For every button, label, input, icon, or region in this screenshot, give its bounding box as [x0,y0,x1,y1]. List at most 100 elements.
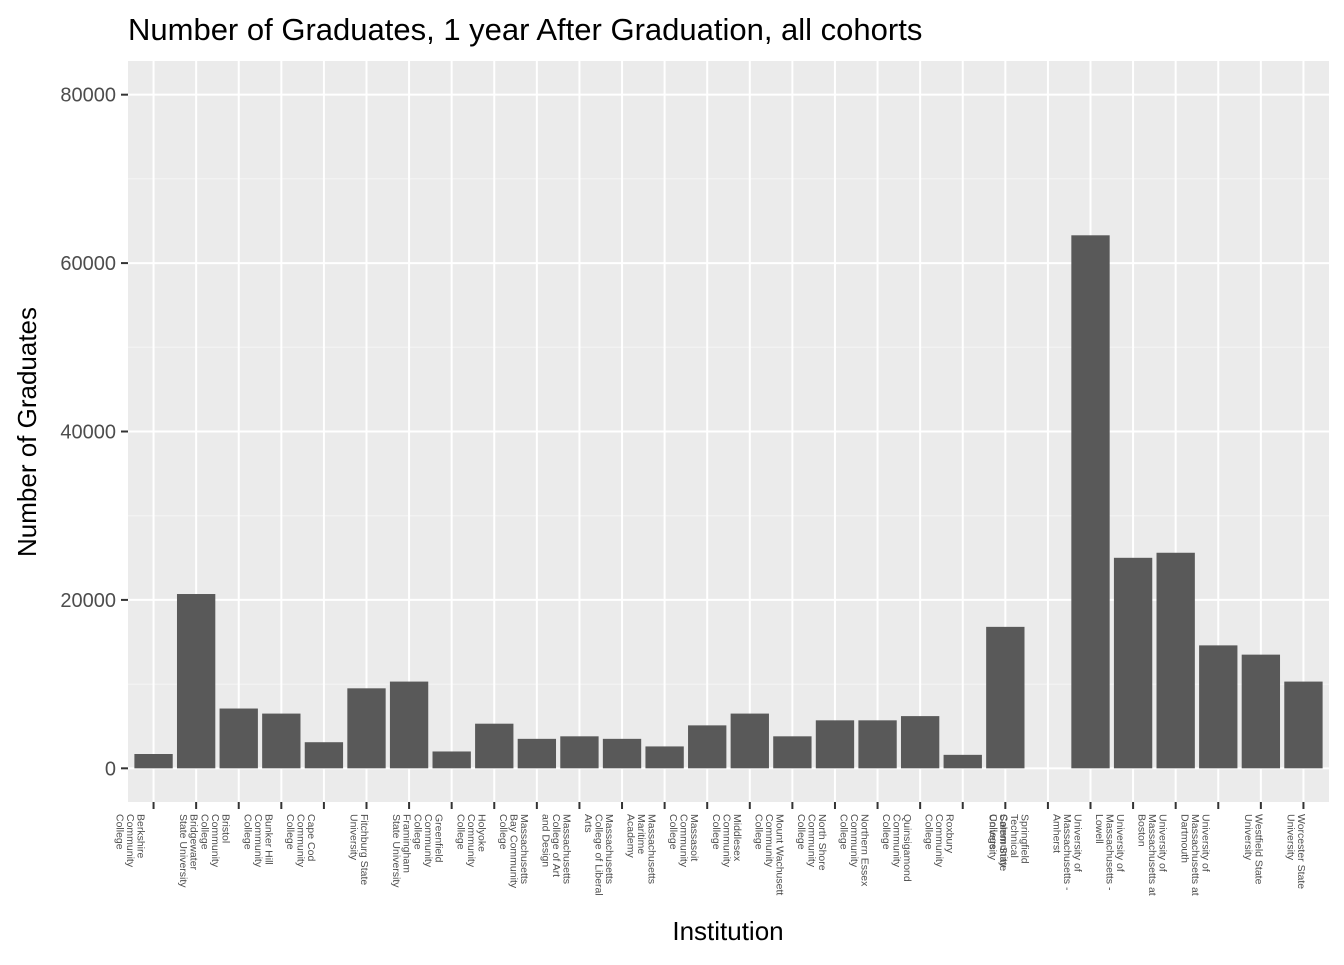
x-tick-label-line: Amherst [1051,814,1063,853]
x-tick-label-line: Bridgewater [188,814,200,871]
x-tick-label-line: Arts [582,814,594,833]
bar [986,626,1025,769]
x-tick-label: Fitchburg StateUniversity [347,814,370,885]
y-tick-label: 20000 [60,590,116,612]
x-tick-label: Mount WachusettCommunityCollege [752,814,785,895]
x-tick-label-line: Massachusetts - [1104,814,1116,891]
x-tick-label: BristolCommunityCollege [199,814,232,868]
x-tick-label: University ofMassachusetts -Lowell [1093,814,1126,891]
bar [517,738,557,769]
x-axis: BerkshireCommunityCollege BridgewaterStat… [114,802,1307,896]
x-tick-label-line: Massasoit [688,814,700,861]
x-tick-label: Cape CodCommunityCollege [284,814,317,868]
x-tick-label-line: Community [209,814,221,868]
x-tick-label-line: College [987,814,999,850]
bar [1199,645,1238,769]
x-tick-label: University ofMassachusetts -Amherst [1051,814,1084,891]
x-tick-label-line: Cape Cod [305,814,317,861]
x-tick-label-line: Academy [625,814,637,859]
x-tick-label-line: Massachusetts [518,814,530,884]
x-tick-label-line: Lowell [1093,814,1105,844]
x-tick-label-line: Springfield [1018,814,1030,864]
bar [900,716,940,769]
x-tick-label-line: Community [252,814,264,868]
x-tick-label-line: Northern Essex [859,814,871,887]
chart-title: Number of Graduates, 1 year After Gradua… [128,12,922,47]
bar [645,746,684,769]
x-tick-label-line: College of Art [550,814,562,877]
x-tick-label-line: University [986,814,998,861]
x-tick-label-line: Community [678,814,690,868]
x-tick-label: University ofMassachusetts atDartmouth [1178,814,1211,896]
x-tick-label-line: College [795,814,807,850]
x-tick-label: Bunker HillCommunityCollege [241,814,274,868]
x-tick-label-line: Dartmouth [1178,814,1190,863]
x-tick-label-line: Community [124,814,136,868]
bar [560,736,599,769]
x-tick-label-line: Community [294,814,306,868]
x-tick-label: MassachusettsCollege of Artand Design [539,814,572,884]
bar [858,720,897,769]
x-tick-label: Westfield StateUniversity [1242,814,1265,885]
x-tick-label-line: Community [465,814,477,868]
bars-group [134,235,1323,769]
x-tick-label-line: Westfield State [1252,814,1264,885]
x-tick-label-line: University [347,814,359,861]
x-axis-title: Institution [672,916,783,946]
bar [389,681,429,769]
x-tick-label: Northern EssexCommunityCollege [838,814,871,887]
x-tick-label-line: Community [848,814,860,868]
x-tick-label-line: University [1242,814,1254,861]
x-tick-label: BridgewaterState University [177,814,200,888]
x-tick-label-line: College [241,814,253,850]
x-tick-label-line: Fitchburg State [358,814,370,885]
x-tick-label-line: College [497,814,509,850]
x-tick-label-line: Mount Wachusett [773,814,785,895]
x-tick-label-line: Massachusetts - [1061,814,1073,891]
x-tick-label-line: Berkshire [135,814,147,859]
bar [1113,557,1153,769]
x-tick-label-line: University of [1072,814,1084,872]
x-tick-label: MiddlesexCommunityCollege [710,814,743,868]
x-tick-label-line: College [199,814,211,850]
x-tick-label-line: Massachusetts [646,814,658,884]
x-tick-label: Worcester StateUniversity [1284,814,1307,889]
x-tick-label-line: Greenfield [433,814,445,863]
x-tick-label-line: College [710,814,722,850]
x-tick-label-line: Bunker Hill [262,814,274,865]
x-tick-label-line: University of [1114,814,1126,872]
bar [176,594,216,769]
x-tick-label-line: College of Liberal [593,814,605,896]
x-tick-label-line: University of [1157,814,1169,872]
bar [1284,681,1323,769]
x-tick-label: North ShoreCommunityCollege [795,814,828,871]
x-tick-label-line: College [923,814,935,850]
x-tick-label-line: Maritime [635,814,647,854]
x-tick-label-line: Quinsigamond [901,814,913,882]
x-tick-label-line: Bay Community [507,814,519,889]
x-tick-label-line: Framingham [401,814,413,873]
x-tick-label-line: College [752,814,764,850]
x-tick-label-line: University [1284,814,1296,861]
x-tick-label: RoxburyCommunityCollege [923,814,956,868]
x-tick-label: QuinsigamondCommunityCollege [880,814,913,882]
x-tick-label: MassachusettsMaritimeAcademy [625,814,658,884]
bar [262,713,301,769]
x-tick-label-line: College [880,814,892,850]
x-tick-label-line: Salem State [997,814,1009,871]
x-tick-label-line: State University [390,814,402,888]
x-tick-label-line: College [454,814,466,850]
x-tick-label-line: Roxbury [944,814,956,854]
x-tick-label-line: College [838,814,850,850]
x-tick-label: GreenfieldCommunityCollege [412,814,445,868]
x-tick-label-line: College [412,814,424,850]
y-axis: 0 20000 40000 60000 80000 [60,85,128,780]
x-tick-label-line: State University [177,814,189,888]
x-tick-label-line: Community [422,814,434,868]
x-tick-label: Salem StateUniversity [986,814,1009,871]
bar [602,738,642,769]
x-tick-label: FraminghamState University [390,814,413,888]
x-tick-label-line: College [667,814,679,850]
